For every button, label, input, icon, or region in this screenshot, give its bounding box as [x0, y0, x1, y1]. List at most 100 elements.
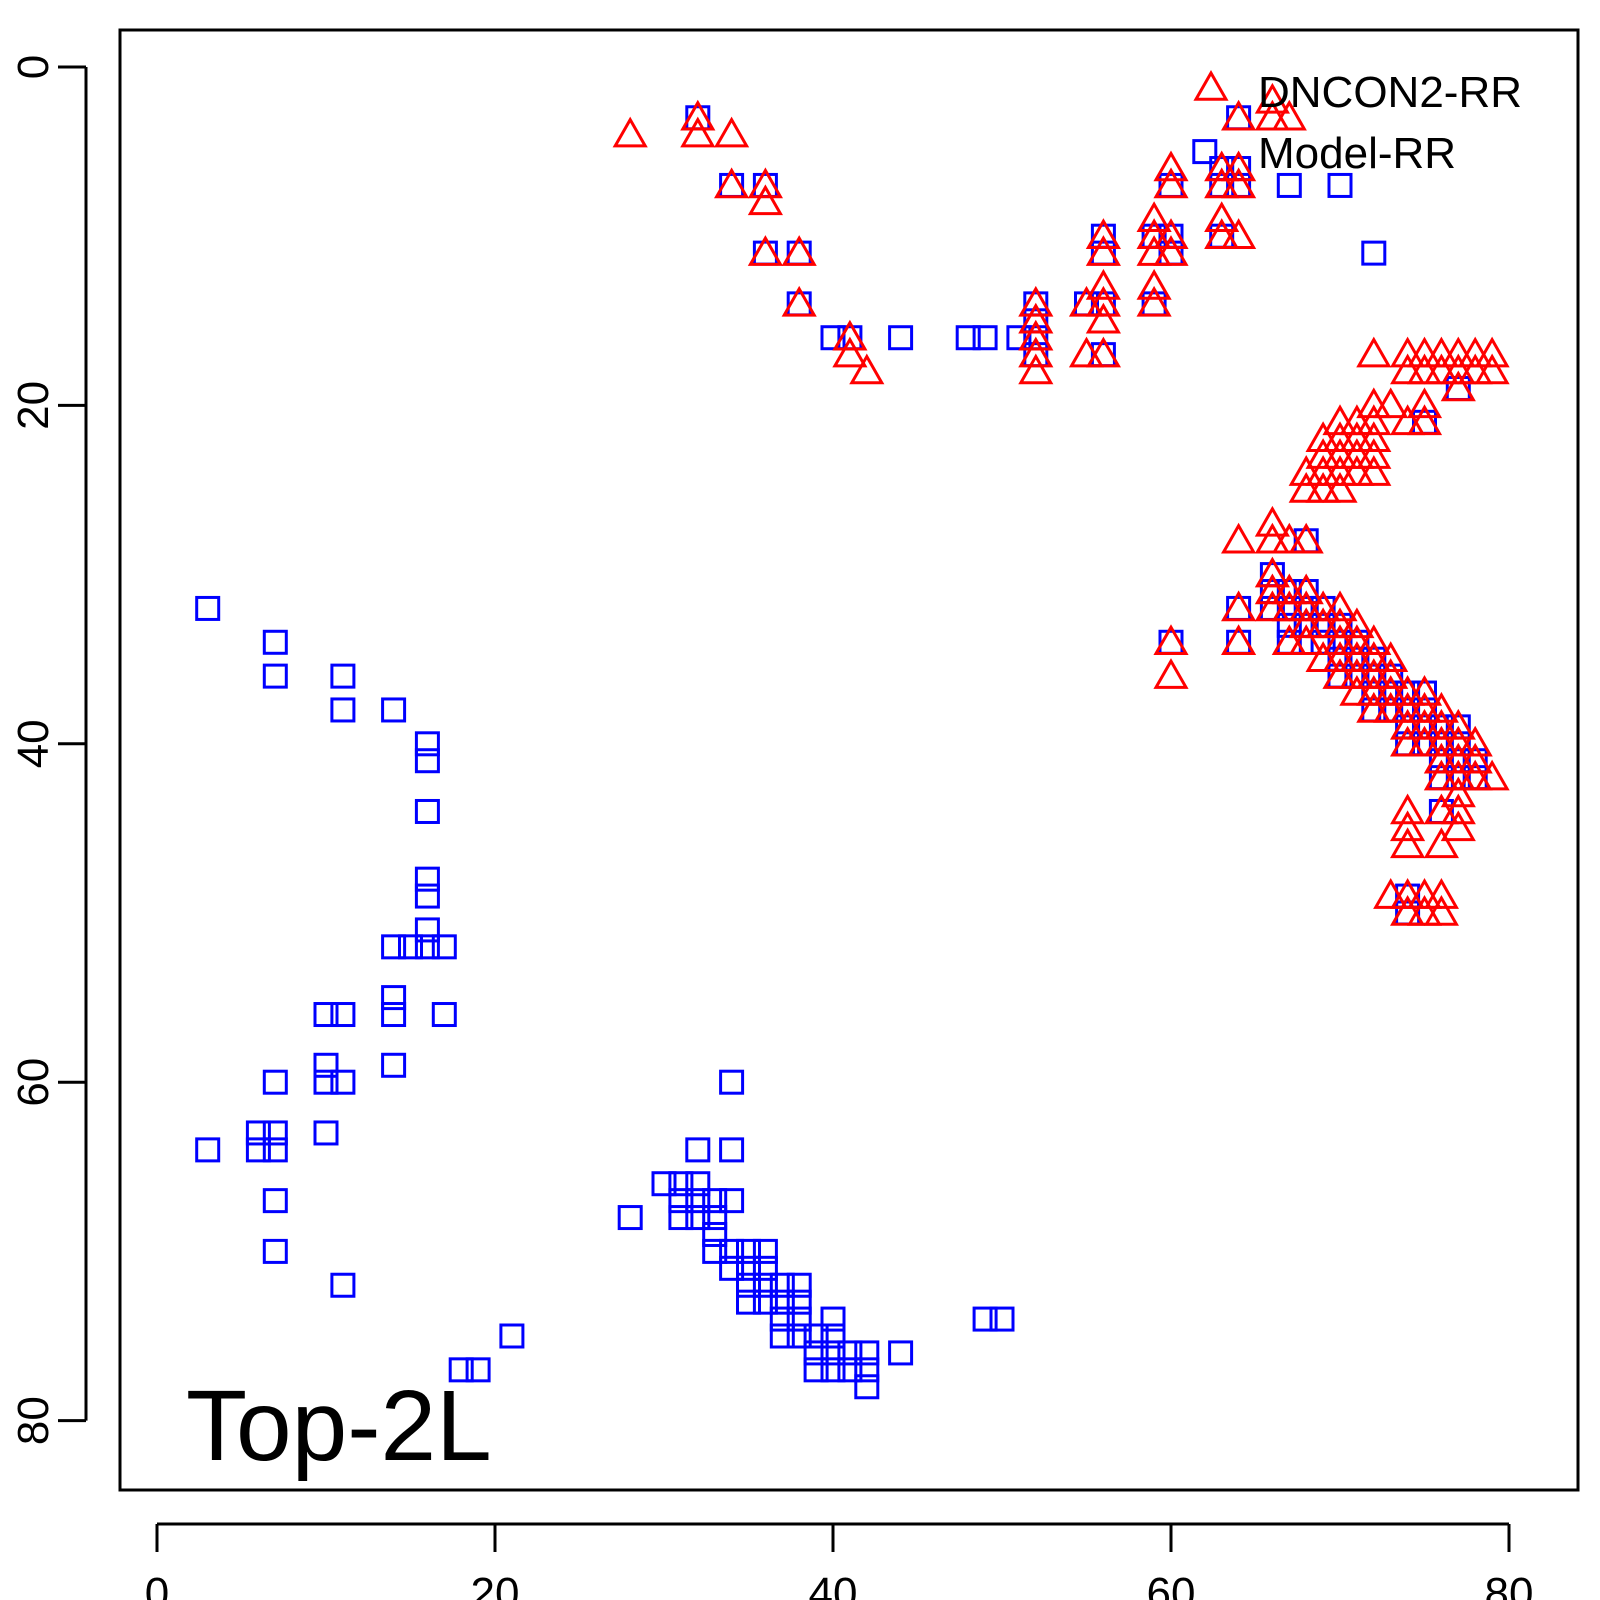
- model-rr-point: [752, 1255, 778, 1281]
- dncon2-rr-point: [1271, 590, 1307, 622]
- dncon2-rr-point: [1204, 218, 1240, 249]
- model-rr-point: [1006, 325, 1032, 351]
- dncon2-rr-point: [1085, 268, 1121, 300]
- dncon2-rr-point: [1339, 404, 1375, 436]
- model-rr-point: [702, 1205, 728, 1231]
- model-rr-point: [262, 663, 288, 689]
- dncon2-rr-point: [1339, 438, 1375, 469]
- dncon2-rr-point: [1474, 759, 1510, 791]
- model-rr-point: [719, 1255, 745, 1281]
- model-rr-point: [313, 1052, 339, 1078]
- dncon2-rr-point: [1423, 894, 1459, 926]
- model-rr-point: [381, 697, 407, 723]
- model-rr-point: [262, 1069, 288, 1095]
- dncon2-rr-point: [1423, 691, 1459, 723]
- dncon2-rr-point: [1221, 99, 1257, 131]
- model-rr-point: [786, 1306, 812, 1332]
- x-tick-label: 0: [145, 1569, 169, 1600]
- dncon2-rr-point: [1390, 827, 1426, 859]
- dncon2-rr-point: [1474, 336, 1510, 368]
- dncon2-rr-point: [1288, 573, 1324, 605]
- model-rr-point: [195, 595, 221, 621]
- dncon2-rr-point: [1390, 404, 1426, 436]
- model-rr-point: [820, 325, 846, 351]
- y-tick-label: 60: [9, 1058, 58, 1107]
- dncon2-rr-point: [1390, 691, 1426, 723]
- dncon2-rr-point: [1390, 793, 1426, 825]
- dncon2-rr-point: [1440, 742, 1476, 774]
- dncon2-rr-point: [1305, 590, 1341, 622]
- dncon2-rr-point: [1221, 150, 1257, 182]
- dncon2-rr-point: [1373, 641, 1409, 672]
- model-rr-point: [820, 1340, 846, 1366]
- dncon2-rr-point: [1136, 268, 1172, 300]
- dncon2-rr-point: [680, 116, 716, 148]
- model-rr-point: [854, 1374, 880, 1400]
- dncon2-rr-point: [1322, 404, 1358, 436]
- model-rr-point: [719, 1137, 745, 1163]
- model-rr-point: [854, 1340, 880, 1366]
- dncon2-rr-point: [1305, 438, 1341, 469]
- model-rr-point: [381, 985, 407, 1011]
- model-rr-point: [414, 866, 440, 892]
- model-rr-point: [685, 1188, 711, 1214]
- legend: DNCON2-RR Model-RR: [1193, 68, 1522, 178]
- x-tick-label: 60: [1147, 1569, 1196, 1600]
- dncon2-rr-point: [1018, 336, 1054, 368]
- dncon2-rr-point: [832, 336, 868, 368]
- dncon2-rr-point: [680, 99, 716, 131]
- model-rr-point: [1192, 139, 1218, 165]
- dncon2-rr-point: [1390, 353, 1426, 385]
- dncon2-rr-point: [1339, 658, 1375, 689]
- dncon2-rr-point: [1423, 353, 1459, 385]
- dncon2-rr-point: [1474, 353, 1510, 385]
- dncon2-rr-point: [1390, 725, 1426, 757]
- dncon2-rr-point: [1018, 285, 1054, 317]
- dncon2-rr-point: [1322, 624, 1358, 656]
- model-rr-point: [1361, 240, 1387, 266]
- dncon2-rr-point: [1406, 387, 1443, 419]
- dncon2-rr-point: [1406, 404, 1443, 436]
- dncon2-rr-point: [747, 235, 783, 266]
- dncon2-rr-point: [1018, 302, 1054, 334]
- model-rr-point: [955, 325, 981, 351]
- dncon2-rr-point: [849, 353, 885, 385]
- dncon2-rr-point: [1153, 167, 1189, 199]
- model-rr-point: [262, 1238, 288, 1264]
- model-rr-point: [668, 1205, 694, 1231]
- model-rr-point: [752, 1272, 778, 1298]
- dncon2-rr-point: [1457, 353, 1493, 385]
- model-rr-point: [414, 798, 440, 824]
- dncon2-rr-point: [781, 285, 817, 317]
- dncon2-rr-point: [1356, 387, 1392, 419]
- dncon2-rr-point: [1085, 235, 1121, 266]
- model-rr-point: [854, 1357, 880, 1383]
- x-tick-label: 80: [1485, 1569, 1534, 1600]
- model-rr-point: [736, 1238, 761, 1264]
- model-rr-point: [330, 1002, 356, 1028]
- dncon2-rr-point: [1136, 201, 1172, 233]
- model-rr-point: [685, 1171, 711, 1197]
- model-rr-point: [972, 1306, 998, 1332]
- model-rr-point: [786, 1323, 812, 1349]
- model-rr-point: [736, 1272, 761, 1298]
- dncon2-rr-point: [1322, 590, 1358, 622]
- dncon2-rr-point: [1440, 353, 1476, 385]
- model-rr-point: [431, 934, 457, 960]
- model-rr-point: [803, 1357, 829, 1383]
- dncon2-rr-point: [1390, 878, 1426, 909]
- dncon2-rr-point: [1254, 99, 1290, 131]
- model-rr-point: [668, 1171, 694, 1197]
- model-rr-point: [195, 1137, 221, 1163]
- dncon2-rr-point: [1322, 658, 1358, 689]
- dncon2-rr-point: [1322, 421, 1358, 452]
- dncon2-rr-point: [1423, 708, 1459, 740]
- model-rr-point: [820, 1323, 846, 1349]
- dncon2-rr-point: [1356, 404, 1392, 436]
- dncon2-rr-point: [1423, 793, 1459, 825]
- dncon2-rr-point: [1423, 336, 1459, 368]
- dncon2-rr-point: [1254, 573, 1290, 605]
- dncon2-rr-point: [1440, 776, 1476, 808]
- dncon2-rr-point: [1322, 438, 1358, 469]
- dncon2-rr-point: [1339, 607, 1375, 639]
